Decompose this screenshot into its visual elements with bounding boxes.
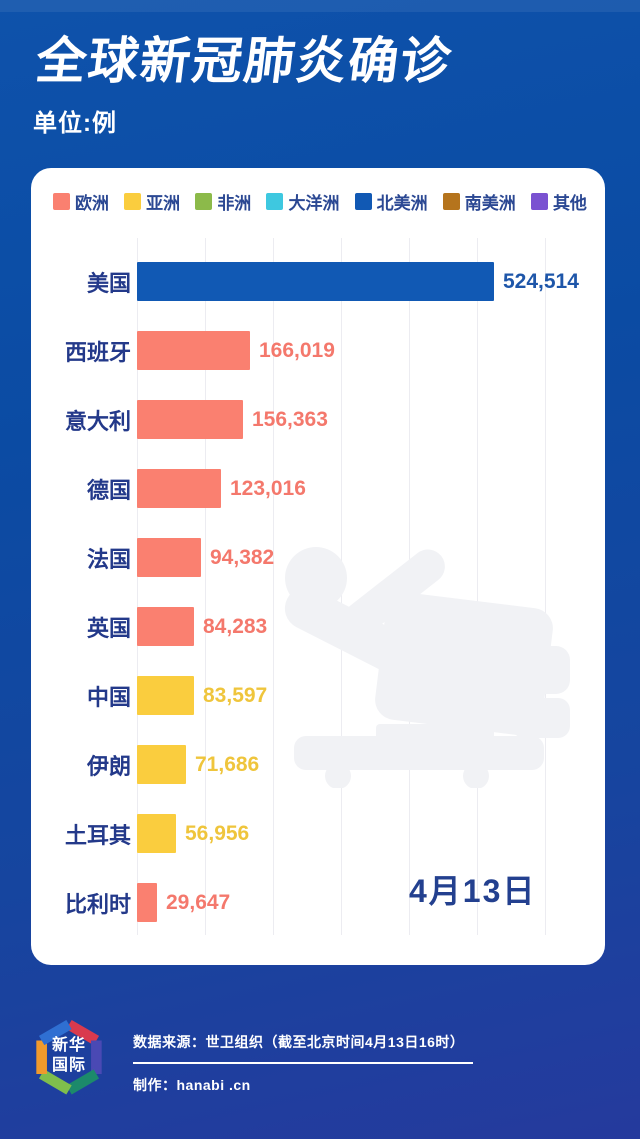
date-label: 4月13日 [409,873,537,909]
legend-item-other: 其他 [530,189,587,214]
value-label: 56,956 [185,822,250,845]
gridline-100000 [205,238,206,935]
legend-label: 欧洲 [75,193,109,213]
country-label: 比利时 [64,891,131,917]
bar-chart: 欧洲 亚洲 非洲 大洋洲 北美洲 南美洲 其他 美国 524,514 西班牙 166,019 意大利… [31,168,605,965]
header: 全球新冠肺炎确诊 单位:例 [33,33,456,138]
bar-north-america [137,262,494,301]
gridline-200000 [273,238,274,935]
legend-swatch-oceania [266,192,284,210]
footer-credits: 数据来源：世卫组织（截至北京时间4月13日16时） 制作：hanabi .cn [133,1012,473,1104]
bar-row-4: 德国 123,016 [31,469,605,508]
bar-europe [137,469,221,508]
gridline-600000 [545,238,546,935]
country-label: 意大利 [64,408,131,434]
bar-row-8: 伊朗 71,686 [31,745,605,784]
bar-europe [137,607,194,646]
logo-text-line2: 国际 [51,1057,86,1074]
data-source-text: 数据来源：世卫组织（截至北京时间4月13日16时） [133,1034,465,1050]
bar-row-9: 土耳其 56,956 [31,814,605,853]
value-label: 71,686 [195,753,260,776]
value-label: 123,016 [230,477,306,500]
bar-row-6: 英国 84,283 [31,607,605,646]
logo-text: 新华 国际 [31,1036,107,1076]
legend-swatch-other [530,192,548,210]
value-label: 83,597 [203,684,268,707]
bar-row-2: 西班牙 166,019 [31,331,605,370]
country-label: 英国 [86,615,131,641]
value-label: 524,514 [503,270,579,293]
gridline-500000 [477,238,478,935]
bar-asia [137,814,176,853]
top-strip [0,0,640,12]
country-label: 伊朗 [86,753,131,779]
bar-europe [137,331,250,370]
value-label: 166,019 [259,339,335,362]
legend-item-africa: 非洲 [195,189,251,214]
country-label: 美国 [86,270,131,296]
bar-asia [137,745,186,784]
legend-item-europe: 欧洲 [53,189,109,214]
bar-row-3: 意大利 156,363 [31,400,605,439]
bar-row-7: 中国 83,597 [31,676,605,715]
legend-label: 亚洲 [146,193,181,213]
bar-row-1: 美国 524,514 [31,262,605,301]
value-label: 84,283 [203,615,268,638]
legend-swatch-south-america [442,192,460,210]
xinhua-international-logo: 新华 国际 [31,1012,107,1104]
country-label: 德国 [86,477,131,503]
country-label: 中国 [86,684,131,710]
footer: 新华 国际 数据来源：世卫组织（截至北京时间4月13日16时） 制作：hanab… [31,1012,609,1104]
unit-label: 单位:例 [33,110,117,137]
legend-label: 非洲 [217,193,252,213]
bar-asia [137,676,194,715]
bar-row-10: 比利时 29,647 [31,883,605,922]
legend-label: 其他 [552,193,587,213]
bar-europe [137,883,157,922]
chart-card: 欧洲 亚洲 非洲 大洋洲 北美洲 南美洲 其他 美国 524,514 西班牙 166,019 意大利… [31,168,605,965]
legend-swatch-asia [124,192,142,210]
footer-divider [133,1062,473,1064]
legend-item-south-america: 南美洲 [442,189,516,214]
chart-legend: 欧洲 亚洲 非洲 大洋洲 北美洲 南美洲 其他 [53,189,587,214]
value-label: 94,382 [210,546,275,569]
legend-item-oceania: 大洋洲 [266,189,339,214]
legend-swatch-europe [53,192,70,210]
legend-swatch-africa [195,192,213,210]
bar-row-5: 法国 94,382 [31,538,605,577]
bar-europe [137,538,201,577]
legend-swatch-north-america [354,192,372,210]
hexagon-ring-icon [36,1019,102,1095]
legend-item-north-america: 北美洲 [354,189,428,214]
legend-item-asia: 亚洲 [124,189,180,214]
legend-label: 北美洲 [376,193,428,213]
legend-label: 大洋洲 [288,193,340,213]
value-label: 29,647 [166,891,231,914]
country-label: 法国 [86,546,131,572]
bar-europe [137,400,243,439]
credit-text: 制作：hanabi .cn [133,1077,251,1093]
value-label: 156,363 [252,408,328,431]
gridline-0 [137,238,138,935]
patient-in-hospital-bed-icon [284,547,570,788]
page-title: 全球新冠肺炎确诊 [33,33,456,89]
logo-text-line1: 新华 [51,1037,86,1054]
country-label: 西班牙 [64,339,131,365]
legend-label: 南美洲 [464,193,516,213]
country-label: 土耳其 [64,822,131,848]
